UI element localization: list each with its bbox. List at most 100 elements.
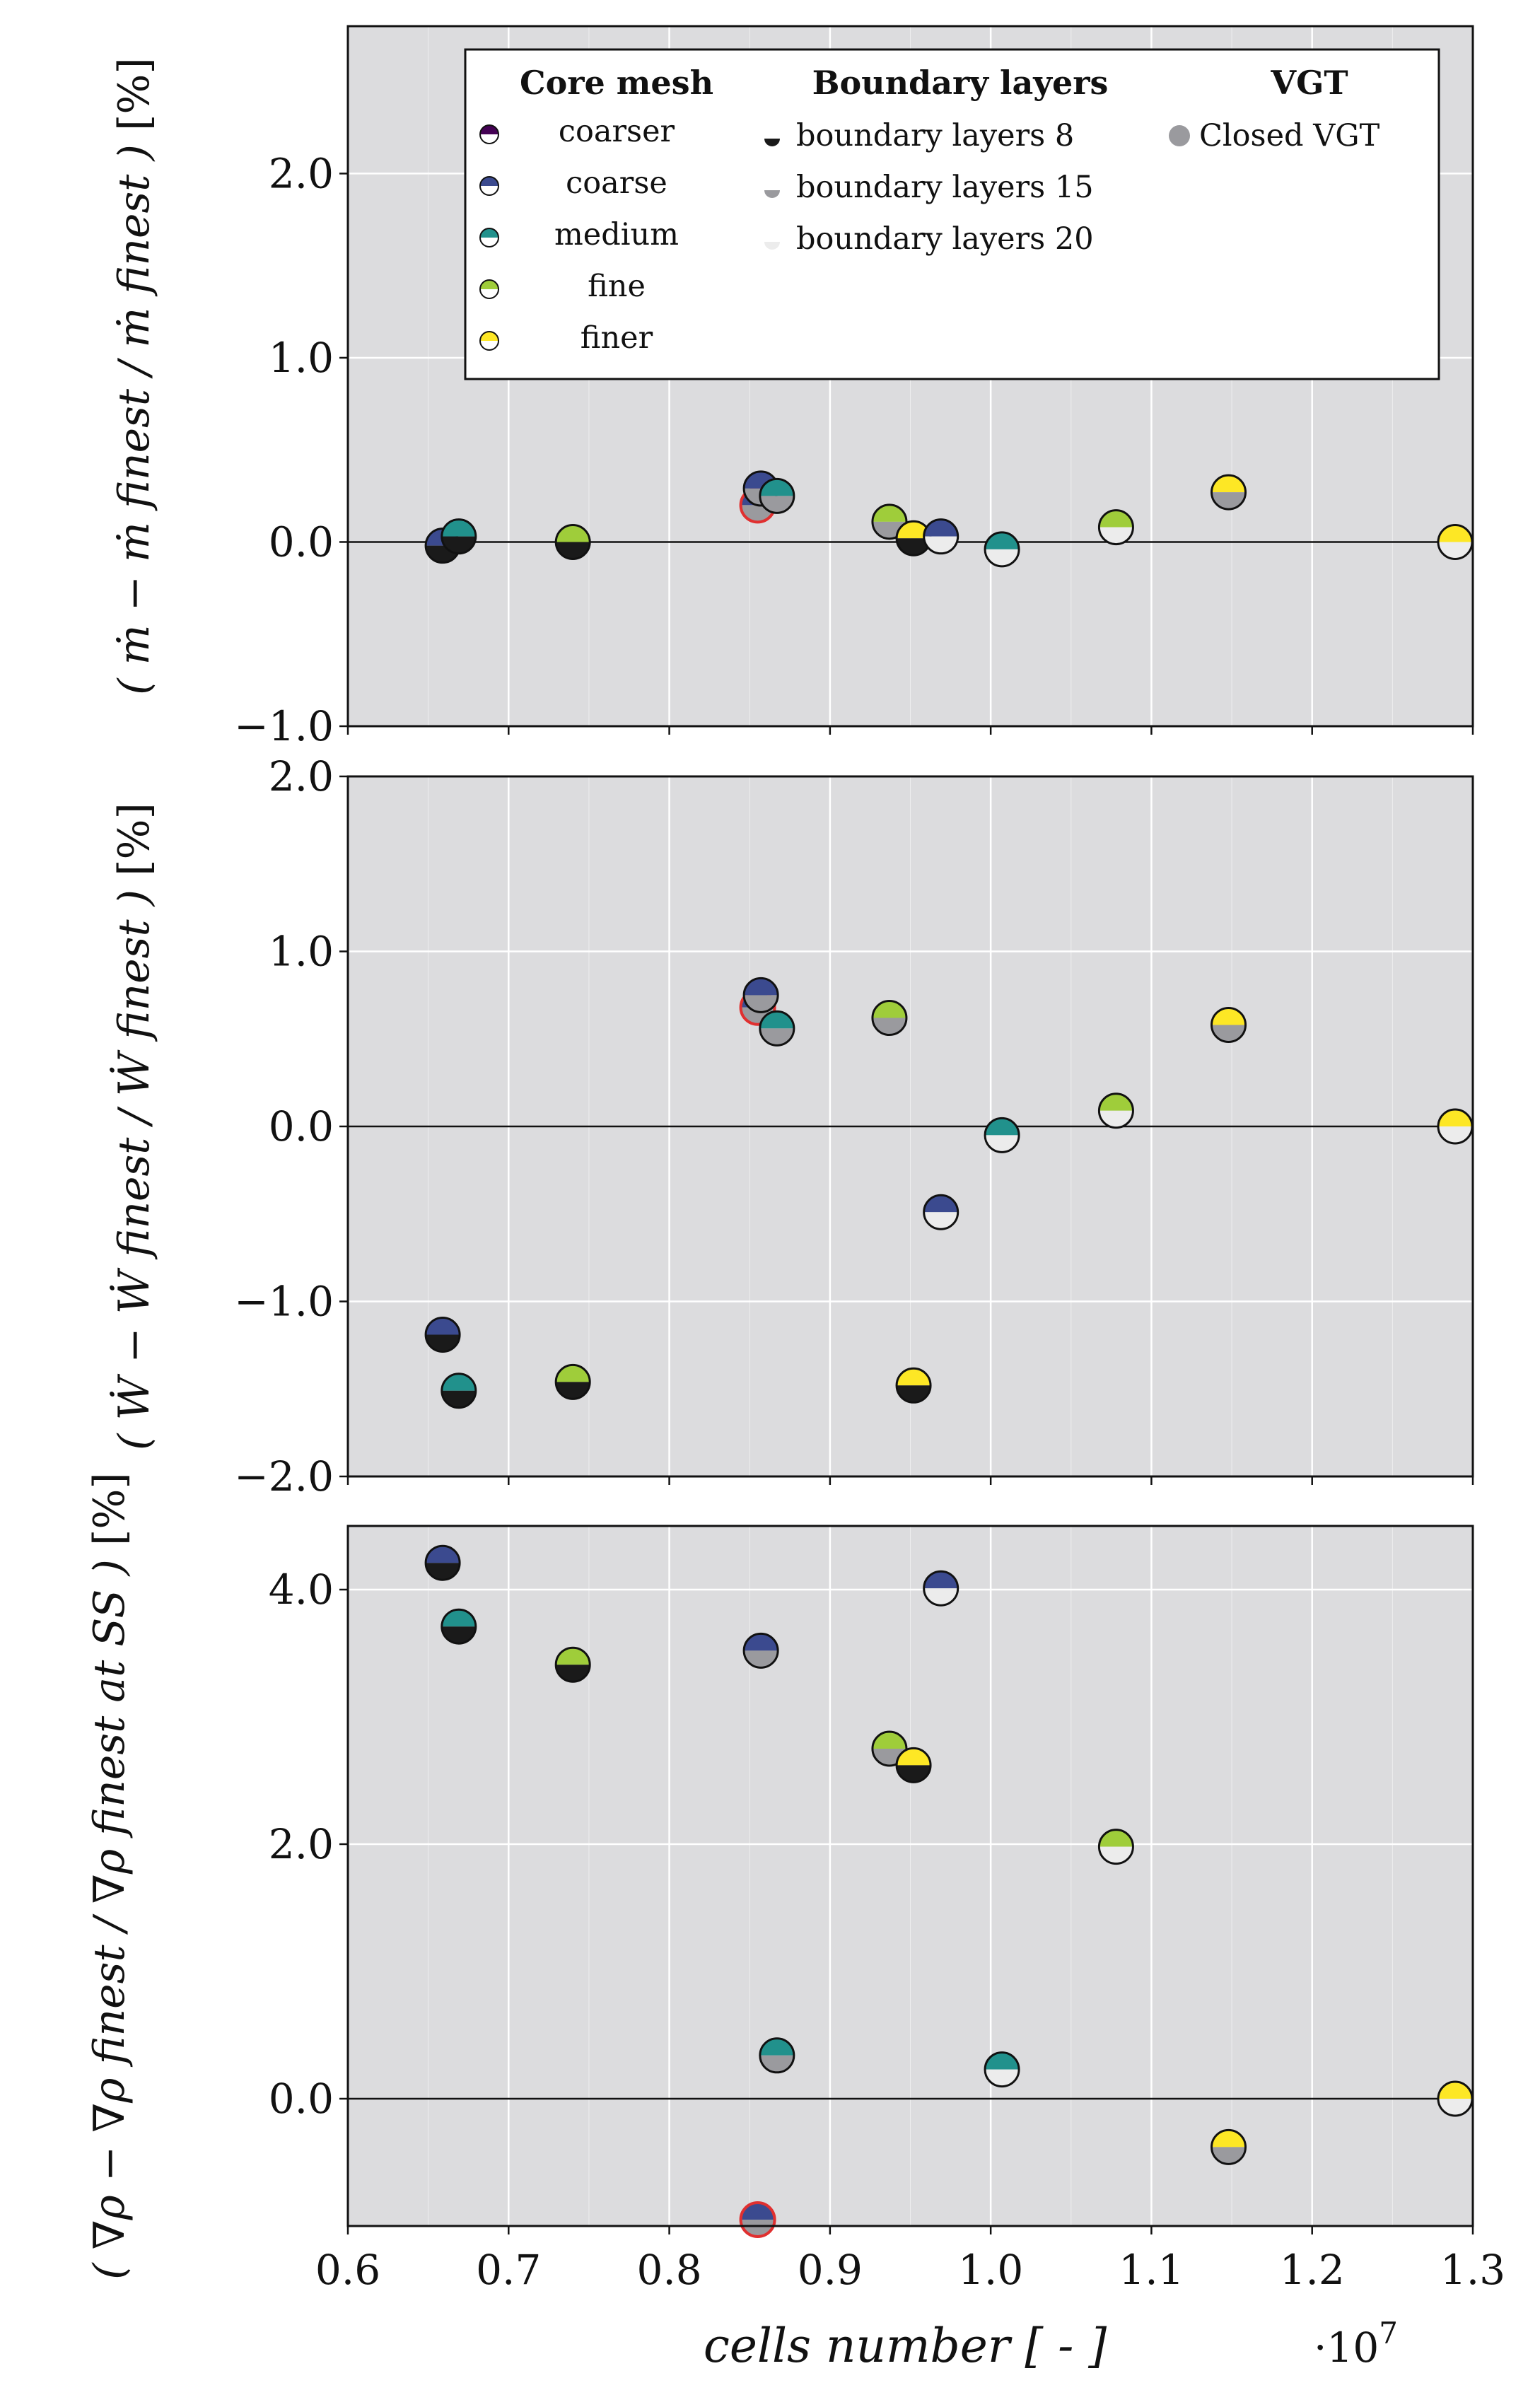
legend-marker-core — [479, 228, 499, 247]
legend-label-core: coarse — [566, 165, 667, 201]
data-point — [759, 2037, 795, 2074]
data-point-outline — [923, 1194, 959, 1230]
data-point-bottom — [923, 1588, 958, 1606]
data-point — [984, 1117, 1020, 1153]
data-point-top — [744, 978, 778, 996]
data-point — [1211, 1006, 1247, 1043]
data-point-bottom — [923, 1212, 958, 1230]
data-point — [1211, 2128, 1247, 2165]
data-point — [1097, 1092, 1134, 1129]
data-point — [895, 1747, 932, 1783]
data-point-outline — [984, 2051, 1020, 2088]
legend-marker-core — [479, 279, 499, 299]
data-point-top — [759, 2038, 794, 2056]
data-point-outline — [759, 2037, 795, 2074]
data-point — [923, 1194, 959, 1230]
data-point-bottom — [985, 549, 1020, 566]
y-axis-label: ( ṁ − ṁ finest / ṁ finest ) [%] — [110, 57, 159, 695]
data-point-vgt — [739, 2201, 776, 2238]
data-point-top — [441, 1609, 476, 1627]
legend-marker-core-outline — [479, 124, 499, 144]
data-point — [1097, 1829, 1134, 1865]
data-point-outline — [742, 977, 779, 1013]
legend-marker-core — [479, 331, 499, 351]
data-point — [871, 1000, 908, 1037]
panel-frame — [346, 25, 1474, 728]
legend-marker-core-top — [480, 280, 498, 289]
data-point — [441, 1608, 477, 1645]
data-point — [895, 520, 932, 556]
y-axis-label-expression: ( Ẇ − Ẇ finest / Ẇ finest ) — [109, 876, 159, 1450]
legend-box — [464, 48, 1440, 380]
data-point-bottom — [897, 538, 931, 556]
data-point-outline — [984, 1117, 1020, 1153]
data-point-top — [1437, 1109, 1472, 1126]
legend-label-boundary: boundary layers 15 — [796, 170, 1094, 205]
data-point-top — [923, 519, 958, 537]
data-point — [742, 977, 779, 1013]
data-point-bottom — [1099, 1846, 1133, 1864]
legend-marker-core-top — [480, 228, 498, 238]
y-axis-label-unit: [%] — [85, 1472, 134, 1546]
data-point — [759, 1010, 795, 1047]
data-point-outline — [923, 1570, 959, 1607]
data-point-bottom — [759, 496, 794, 513]
data-point-bottom — [1437, 2099, 1472, 2116]
data-point-bottom — [441, 536, 476, 554]
legend-marker-core-top — [480, 125, 498, 134]
legend-label-core: finer — [581, 320, 653, 356]
data-point-bottom — [1211, 492, 1246, 510]
y-tick-label: 1.0 — [269, 334, 334, 382]
data-point-bottom — [985, 2069, 1020, 2087]
data-point-top — [556, 525, 590, 542]
data-point-outline — [871, 1000, 908, 1037]
y-axis-label: ( Ẇ − Ẇ finest / Ẇ finest ) [%] — [109, 803, 159, 1450]
x-tick-label: 1.3 — [1440, 2246, 1505, 2294]
panel-frame — [346, 775, 1474, 1478]
data-point-outline — [1097, 1092, 1134, 1129]
y-tick-label: 4.0 — [269, 1566, 334, 1614]
data-point — [424, 1317, 461, 1353]
x-tick-label: 1.0 — [958, 2246, 1023, 2294]
data-point-top — [1099, 510, 1133, 528]
data-point — [984, 2051, 1020, 2088]
y-axis-label-expression: ( ṁ − ṁ finest / ṁ finest ) — [110, 131, 159, 695]
legend-marker-core — [479, 176, 499, 196]
data-point-outline — [1097, 509, 1134, 546]
legend: Core mesh Boundary layers VGT coarser coarse… — [464, 48, 1440, 380]
data-point-top — [1099, 1093, 1133, 1111]
data-point-vgt-outline — [739, 2201, 776, 2238]
data-point-outline — [984, 531, 1020, 568]
data-point-outline — [895, 1367, 932, 1404]
data-point — [554, 523, 591, 560]
data-point-outline — [759, 1010, 795, 1047]
data-point-bottom — [923, 536, 958, 554]
data-point-top — [441, 1373, 476, 1391]
data-point-outline — [1211, 1006, 1247, 1043]
data-point-top — [897, 521, 931, 539]
legend-marker-core-bottom — [480, 341, 498, 350]
panel-2: −2.0 −1.0 0.0 1.0 2.0 ( Ẇ − Ẇ finest / Ẇ fine… — [109, 752, 1474, 1500]
data-point-outline — [871, 503, 908, 540]
legend-title-boundary: Boundary layers — [812, 64, 1109, 102]
data-point — [1437, 523, 1474, 560]
data-point-outline — [424, 1544, 461, 1581]
data-point-top — [985, 1118, 1020, 1136]
y-axis-label-unit: [%] — [110, 803, 159, 876]
data-point-outline — [895, 1747, 932, 1783]
legend-title-core: Core mesh — [520, 64, 713, 102]
x-tick-label: 0.8 — [636, 2246, 701, 2294]
data-point-top — [1437, 525, 1472, 542]
data-point-bottom — [426, 1334, 460, 1352]
data-point-top — [897, 1368, 931, 1386]
x-axis-multiplier-base: ·10 — [1314, 2324, 1379, 2372]
panel-3: 0.0 2.0 4.0 0.6 0.7 0.8 0.9 1.0 1.1 1.2 1.3 ( ∇ρ − … — [85, 1472, 1505, 2294]
legend-marker-core-bottom — [480, 289, 498, 298]
data-point-bottom — [1437, 542, 1472, 559]
legend-marker-core-bottom — [480, 134, 498, 144]
legend-marker-vgt — [1169, 125, 1190, 146]
data-point-bottom — [897, 1765, 931, 1783]
data-point-top — [923, 1571, 958, 1589]
legend-title-vgt: VGT — [1270, 64, 1348, 102]
